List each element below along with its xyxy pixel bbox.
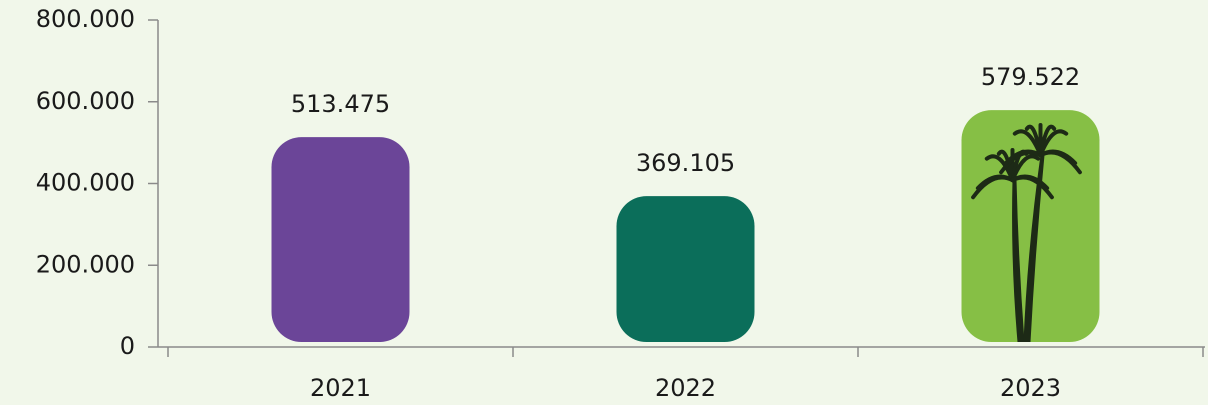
y-tick-label: 400.000: [36, 169, 135, 197]
palm-frond: [1010, 154, 1041, 183]
value-label: 579.522: [981, 63, 1080, 91]
x-tick-label: 2021: [310, 374, 371, 402]
y-tick-label: 800.000: [36, 5, 135, 33]
palm-decoration: [971, 123, 1082, 342]
x-tick-label: 2022: [655, 374, 716, 402]
y-tick-label: 200.000: [36, 250, 135, 278]
palm-frond: [1010, 175, 1054, 200]
palm-frond: [1038, 129, 1069, 158]
palm-trunk: [1023, 155, 1045, 342]
bar: [961, 110, 1100, 342]
palm-frond: [1003, 149, 1043, 166]
bar: [271, 137, 410, 342]
y-tick-label: 0: [120, 332, 135, 360]
palm-trunk: [1012, 180, 1025, 342]
value-label: 513.475: [291, 90, 390, 118]
x-tick-label: 2023: [1000, 374, 1061, 402]
palm-frond: [1038, 150, 1082, 175]
value-label: 369.105: [636, 149, 735, 177]
bar: [616, 196, 755, 342]
y-tick-label: 600.000: [36, 87, 135, 115]
palm-frond: [975, 174, 1015, 191]
